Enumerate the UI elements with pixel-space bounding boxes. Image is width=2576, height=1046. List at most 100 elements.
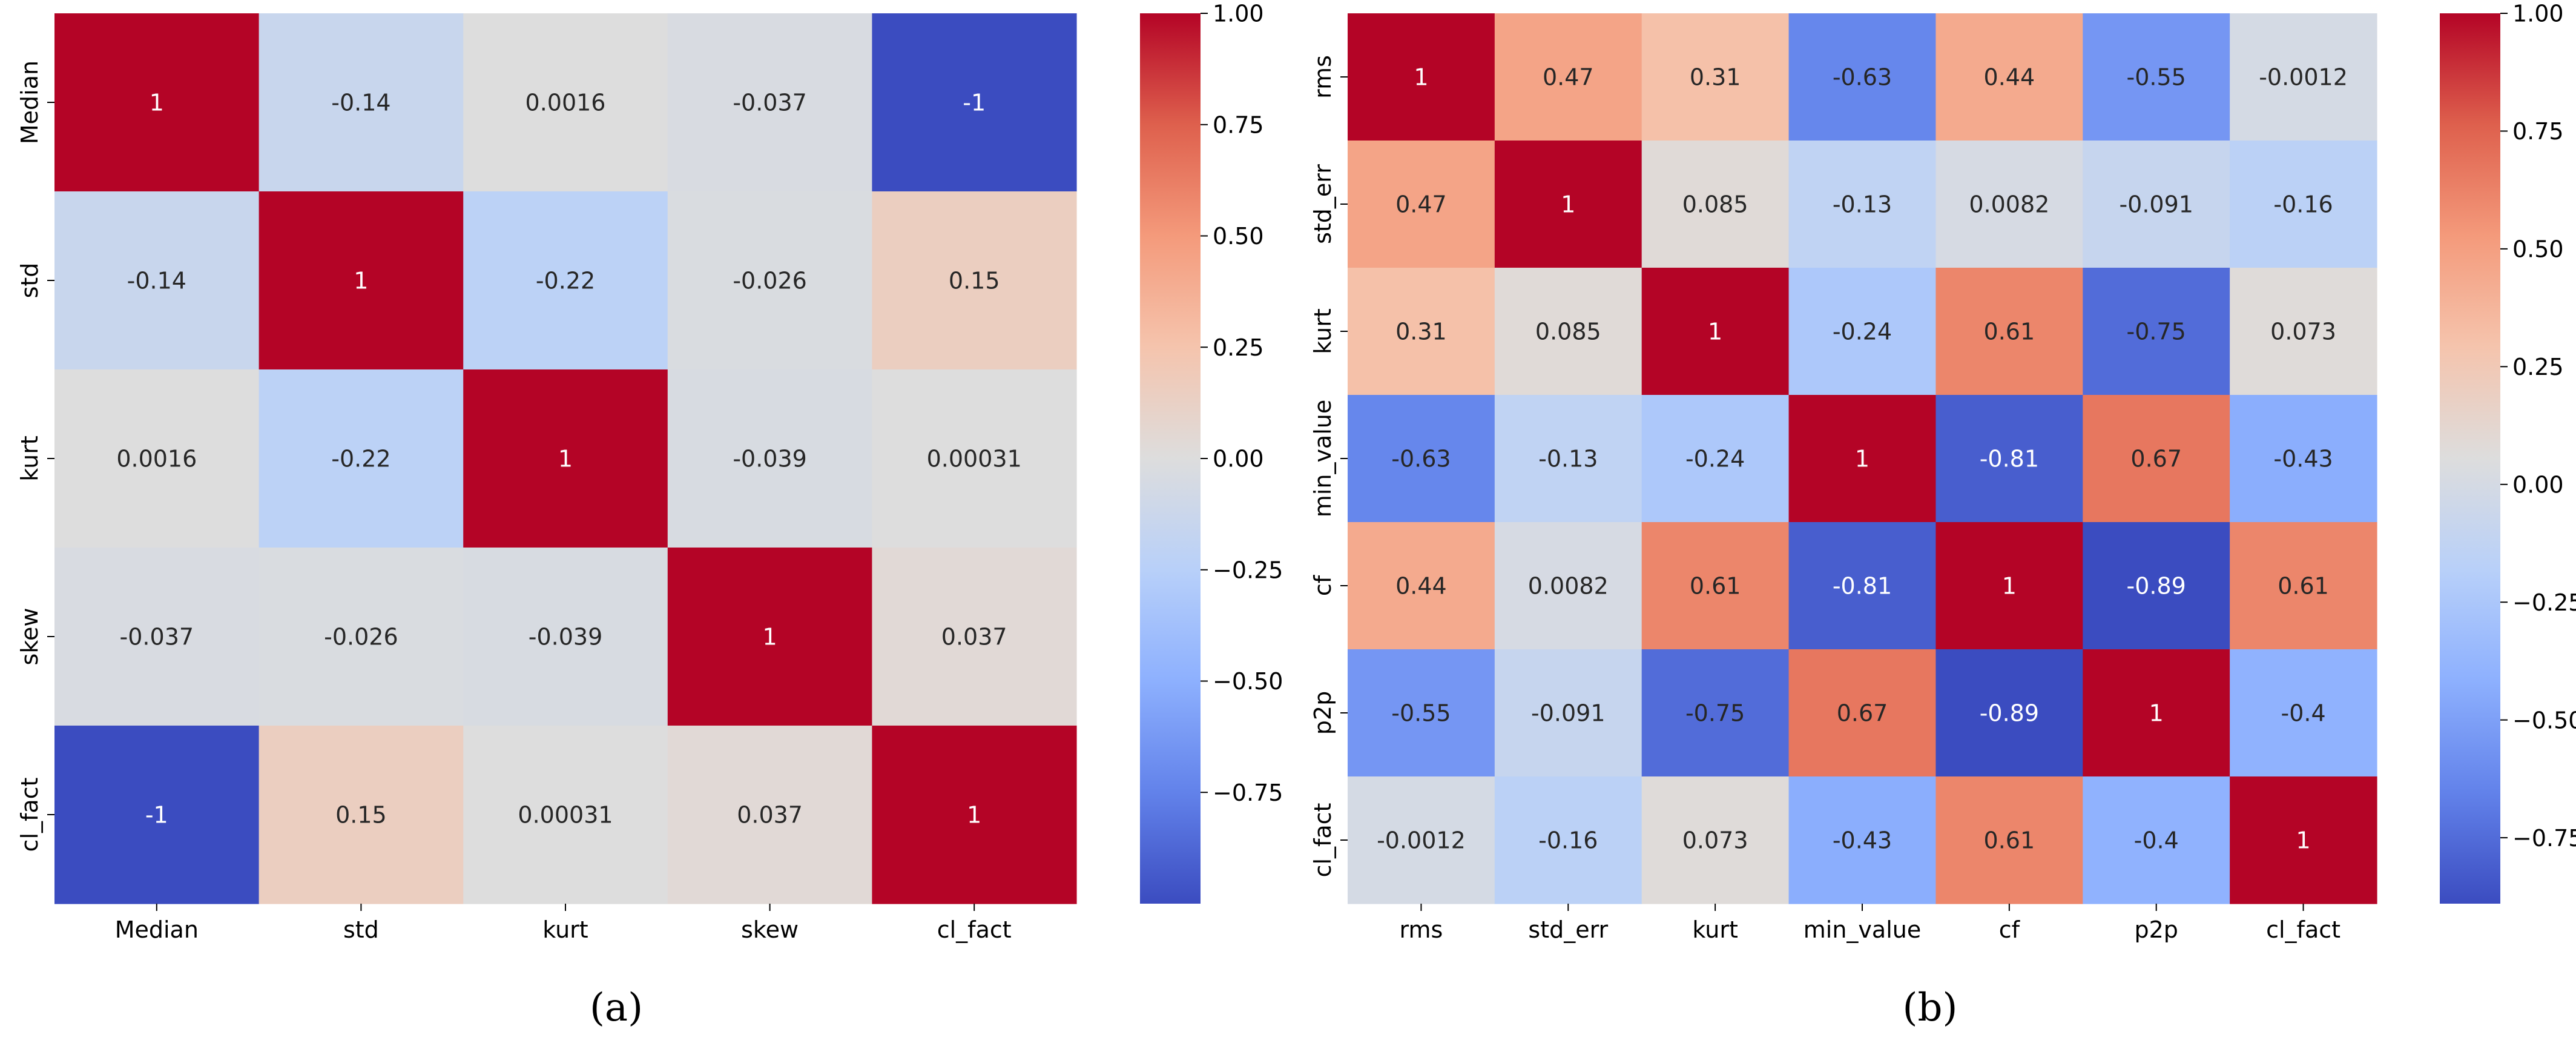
cell-value-label: 0.47 bbox=[1543, 64, 1594, 91]
colorbar-tick-label: −0.25 bbox=[2512, 589, 2576, 616]
heatmap-cell bbox=[1348, 395, 1495, 523]
cell-value-label: -0.16 bbox=[1538, 827, 1598, 854]
heatmap-cell bbox=[2230, 141, 2377, 268]
cell-value-label: -0.14 bbox=[331, 90, 390, 116]
cell-value-label: -0.039 bbox=[733, 446, 807, 472]
heatmap-cell bbox=[1641, 649, 1790, 777]
colorbar-tick-label: 1.00 bbox=[1213, 1, 1264, 27]
cell-value-label: 1 bbox=[150, 90, 164, 116]
heatmap-cell bbox=[2230, 13, 2377, 141]
y-tick-label: p2p bbox=[1309, 691, 1336, 735]
heatmap-cell bbox=[463, 548, 668, 726]
heatmap-cell bbox=[667, 369, 872, 548]
cell-value-label: -0.14 bbox=[127, 268, 186, 294]
heatmap-cell bbox=[1494, 141, 1642, 268]
colorbar-tick-label: 0.00 bbox=[1213, 446, 1264, 472]
heatmap-cell bbox=[2230, 776, 2377, 904]
heatmap-cell bbox=[259, 548, 464, 726]
heatmap-cell bbox=[1935, 141, 2083, 268]
heatmap-cell bbox=[667, 726, 872, 904]
colorbar-tick-label: 0.25 bbox=[1213, 334, 1264, 361]
cell-value-label: -0.75 bbox=[2127, 319, 2186, 345]
heatmap-cell bbox=[1788, 776, 1937, 904]
cell-value-label: 0.037 bbox=[941, 624, 1007, 650]
cell-value-label: -1 bbox=[963, 90, 986, 116]
heatmap-cell bbox=[259, 191, 464, 370]
heatmap-cell bbox=[1788, 522, 1937, 650]
cell-value-label: 1 bbox=[1561, 191, 1575, 218]
heatmap-cell bbox=[1494, 395, 1642, 523]
heatmap-cell bbox=[667, 191, 872, 370]
cell-value-label: -0.037 bbox=[120, 624, 194, 650]
cell-value-label: -0.24 bbox=[1685, 446, 1745, 472]
heatmap-cell bbox=[1935, 13, 2083, 141]
heatmap-cell bbox=[872, 369, 1077, 548]
cell-value-label: -0.81 bbox=[1980, 446, 2039, 472]
colorbar-tick-label: −0.75 bbox=[2512, 825, 2576, 852]
cell-value-label: -0.16 bbox=[2273, 191, 2333, 218]
cell-value-label: 0.44 bbox=[1395, 573, 1447, 600]
cell-value-label: -0.22 bbox=[331, 446, 390, 472]
colorbar-tick-label: 1.00 bbox=[2512, 1, 2564, 27]
heatmap-cell bbox=[1494, 13, 1642, 141]
heatmap-cell bbox=[1641, 522, 1790, 650]
cell-value-label: 0.00031 bbox=[927, 446, 1022, 472]
cell-value-label: -0.4 bbox=[2281, 700, 2325, 727]
heatmap-cell bbox=[1348, 141, 1495, 268]
x-tick-label: std bbox=[343, 916, 379, 943]
cell-value-label: 0.44 bbox=[1984, 64, 2035, 91]
cell-value-label: -0.0012 bbox=[2259, 64, 2348, 91]
heatmap-cell bbox=[54, 726, 260, 904]
cell-value-label: -0.75 bbox=[1685, 700, 1745, 727]
colorbar-tick-label: 0.25 bbox=[2512, 354, 2564, 380]
cell-value-label: 1 bbox=[354, 268, 368, 294]
cell-value-label: -0.026 bbox=[733, 268, 807, 294]
heatmap-cell bbox=[2083, 141, 2230, 268]
heatmap-cell bbox=[1348, 522, 1495, 650]
heatmap-cell bbox=[1641, 13, 1790, 141]
cell-value-label: 0.31 bbox=[1395, 319, 1447, 345]
cell-value-label: -0.091 bbox=[2119, 191, 2193, 218]
x-tick-label: p2p bbox=[2134, 916, 2178, 943]
cell-value-label: 1 bbox=[763, 624, 777, 650]
cell-value-label: -0.13 bbox=[1538, 446, 1598, 472]
panel-label: (b) bbox=[1903, 985, 1958, 1030]
cell-value-label: 0.47 bbox=[1395, 191, 1447, 218]
cell-value-label: -0.091 bbox=[1531, 700, 1606, 727]
cell-value-label: 1 bbox=[1414, 64, 1428, 91]
colorbar-tick-label: 0.75 bbox=[1213, 111, 1264, 138]
heatmap-cell bbox=[1935, 268, 2083, 396]
heatmap-cell bbox=[1935, 522, 2083, 650]
colorbar-tick-label: −0.50 bbox=[2512, 707, 2576, 733]
heatmap-cell bbox=[463, 726, 668, 904]
cell-value-label: 1 bbox=[2296, 827, 2310, 854]
cell-value-label: 1 bbox=[1708, 319, 1722, 345]
cell-value-label: 0.61 bbox=[1690, 573, 1741, 600]
cell-value-label: -0.0012 bbox=[1377, 827, 1466, 854]
heatmap-cell bbox=[1935, 776, 2083, 904]
cell-value-label: 0.61 bbox=[2278, 573, 2329, 600]
heatmap-cell bbox=[2230, 268, 2377, 396]
cell-value-label: 0.0082 bbox=[1969, 191, 2049, 218]
x-tick-label: kurt bbox=[542, 916, 588, 943]
cell-value-label: -0.89 bbox=[1980, 700, 2039, 727]
heatmap-cell bbox=[2083, 522, 2230, 650]
x-tick-label: rms bbox=[1400, 916, 1443, 943]
heatmap-cell bbox=[463, 191, 668, 370]
y-tick-label: kurt bbox=[16, 435, 43, 481]
cell-value-label: 0.073 bbox=[2270, 319, 2336, 345]
y-tick-label: rms bbox=[1309, 55, 1336, 99]
y-tick-label: Median bbox=[16, 61, 43, 144]
heatmap-cell bbox=[2230, 395, 2377, 523]
cell-value-label: 1 bbox=[967, 802, 981, 829]
heatmap-cell bbox=[463, 369, 668, 548]
y-tick-label: cf bbox=[1309, 574, 1336, 596]
heatmap-cell bbox=[1494, 522, 1642, 650]
cell-value-label: 1 bbox=[558, 446, 573, 472]
x-tick-label: cl_fact bbox=[2266, 916, 2340, 943]
heatmap-cell bbox=[1348, 649, 1495, 777]
heatmap-cell bbox=[872, 191, 1077, 370]
cell-value-label: -0.039 bbox=[529, 624, 603, 650]
colorbar-tick-label: −0.50 bbox=[1213, 668, 1283, 695]
